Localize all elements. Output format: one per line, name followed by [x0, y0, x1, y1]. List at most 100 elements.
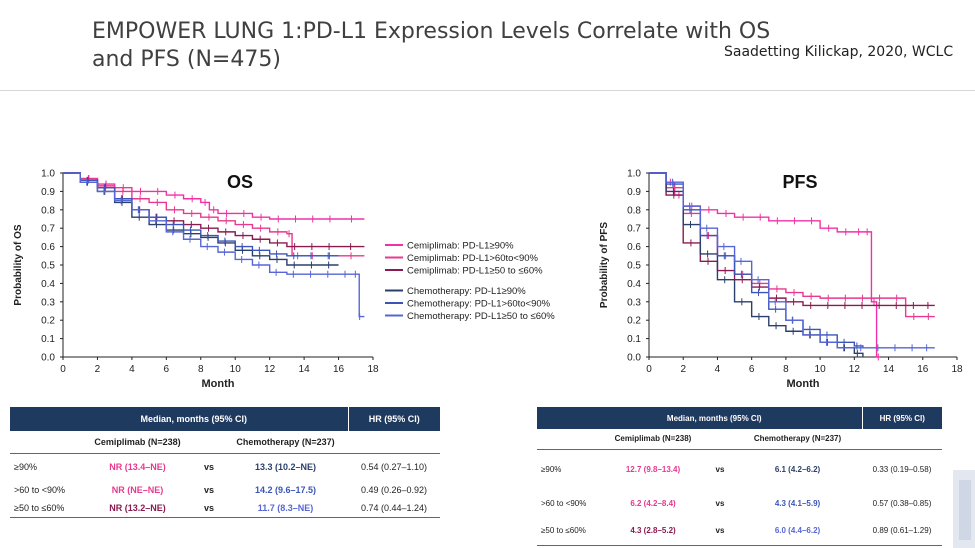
os-row-vs: vs [203, 462, 214, 473]
pfs-row-group: ≥90% [541, 464, 562, 474]
os-row-hr: 0.49 (0.26–0.92) [360, 485, 428, 495]
attribution: Saadetting Kilickap, 2020, WCLC [724, 44, 954, 60]
x-tick-label: 12 [264, 364, 276, 375]
y-axis-label: Probability of PFS [599, 222, 610, 308]
y-tick-label: 0.7 [627, 224, 641, 235]
y-tick-label: 0.2 [627, 316, 641, 327]
y-tick-label: 0.9 [41, 187, 55, 198]
x-tick-label: 12 [849, 364, 861, 375]
legend-label: Chemotherapy: PD-L1≥90% [407, 286, 526, 297]
os-row-chemo: 13.3 (10.2–NE) [254, 462, 317, 473]
x-tick-label: 18 [951, 364, 963, 375]
x-tick-label: 0 [646, 364, 652, 375]
table-row: ≥90% NR (13.4–NE) vs 13.3 (10.2–NE) 0.54… [10, 453, 440, 481]
y-tick-label: 0.0 [627, 353, 641, 364]
table-row: ≥50 to ≤60% 4.3 (2.8–5.2) vs 6.0 (4.4–6.… [537, 517, 942, 545]
y-tick-label: 0.3 [627, 297, 641, 308]
pfs-row-vs: vs [715, 526, 725, 536]
table-row: ≥50 to ≤60% NR (13.2–NE) vs 11.7 (8.3–NE… [10, 499, 440, 517]
pfs-row-chemo: 4.3 (4.1–5.9) [774, 498, 821, 508]
os-row-group: ≥90% [14, 462, 37, 473]
pfs-row-group: >60 to <90% [541, 498, 587, 508]
page-title: EMPOWER LUNG 1:PD-L1 Expression Levels C… [92, 19, 771, 72]
pfs-chart: 0 2 4 6 8 10 12 14 16 18 0.0 0.1 0.2 0.3 0.4 0.5 0.6 0.7 0… [599, 169, 963, 391]
os-median-header: Median, months (95% CI) [140, 414, 247, 424]
pfs-row-group: ≥50 to ≤60% [541, 526, 586, 536]
os-sub-chemo: Chemotherapy (N=237) [236, 436, 335, 447]
os-table: Median, months (95% CI) HR (95% CI) Cemi… [10, 407, 440, 518]
y-tick-label: 0.4 [627, 279, 641, 290]
series-line [649, 172, 935, 307]
x-axis-label: Month [787, 378, 820, 390]
x-tick-label: 6 [164, 364, 170, 375]
x-tick-label: 14 [299, 364, 311, 375]
pfs-row-chemo: 6.1 (4.2–6.2) [774, 464, 821, 474]
pfs-row-cemip: 6.2 (4.2–8.4) [630, 498, 676, 508]
y-tick-label: 0.4 [41, 279, 55, 290]
y-tick-label: 0.8 [41, 205, 55, 216]
os-subheader: Cemiplimab (N=238) Chemotherapy (N=237) [10, 431, 440, 453]
x-tick-label: 16 [333, 364, 345, 375]
y-axis-label: Probability of OS [13, 224, 24, 305]
table-row: >60 to <90% NR (NE–NE) vs 14.2 (9.6–17.5… [10, 481, 440, 499]
os-row-chemo: 14.2 (9.6–17.5) [254, 485, 317, 495]
legend-label: Cemiplimab: PD-L1≥50 to ≤60% [407, 266, 543, 277]
y-tick-label: 0.3 [41, 297, 55, 308]
chart-title: OS [227, 172, 253, 192]
x-tick-label: 2 [680, 364, 686, 375]
series-line [63, 172, 365, 318]
y-tick-label: 0.7 [41, 224, 55, 235]
x-axis-label: Month [202, 378, 235, 390]
x-tick-label: 6 [749, 364, 755, 375]
pfs-row-chemo: 6.0 (4.4–6.2) [774, 526, 821, 536]
series-line [649, 172, 935, 349]
y-tick-label: 0.5 [41, 261, 55, 272]
y-tick-label: 0.1 [41, 334, 55, 345]
os-row-cemip: NR (13.2–NE) [109, 502, 166, 513]
os-row-vs: vs [203, 485, 214, 495]
pfs-row-vs: vs [715, 498, 725, 508]
table-row: >60 to <90% 6.2 (4.2–8.4) vs 4.3 (4.1–5.… [537, 489, 942, 517]
os-hr-header: HR (95% CI) [347, 407, 440, 431]
y-tick-label: 1.0 [41, 169, 55, 180]
x-tick-label: 18 [367, 364, 379, 375]
x-tick-label: 2 [95, 364, 101, 375]
x-tick-label: 10 [230, 364, 242, 375]
pfs-subheader: Cemiplimab (N=238) Chemotherapy (N=237) [537, 429, 942, 449]
pfs-table: Median, months (95% CI) HR (95% CI) Cemi… [537, 407, 942, 546]
y-tick-label: 0.0 [41, 353, 55, 364]
y-tick-label: 0.1 [627, 334, 641, 345]
series-line [63, 172, 365, 220]
os-row-group: >60 to <90% [14, 485, 66, 495]
x-tick-label: 8 [198, 364, 204, 375]
pfs-row-cemip: 12.7 (9.8–13.4) [625, 464, 681, 474]
pfs-row-vs: vs [715, 464, 725, 474]
pfs-hr-header: HR (95% CI) [861, 407, 942, 429]
os-sub-cemip: Cemiplimab (N=238) [94, 436, 181, 447]
chart-title: PFS [782, 172, 817, 192]
pfs-sub-cemip: Cemiplimab (N=238) [614, 434, 692, 444]
legend-label: Chemotherapy: PD-L1>60to<90% [407, 299, 551, 310]
x-tick-label: 8 [783, 364, 789, 375]
pfs-row-cemip: 4.3 (2.8–5.2) [630, 526, 676, 536]
os-row-group: ≥50 to ≤60% [14, 502, 65, 513]
y-tick-label: 0.6 [41, 242, 55, 253]
legend-label: Chemotherapy: PD-L1≥50 to ≤60% [407, 311, 555, 322]
pfs-table-header: Median, months (95% CI) HR (95% CI) [537, 407, 942, 429]
pfs-sub-chemo: Chemotherapy (N=237) [753, 434, 842, 444]
os-chart: 0 2 4 6 8 10 12 14 16 18 0.0 0.1 0.2 0.3 0.4 0.5 0.6 0.7 0… [13, 169, 555, 391]
x-tick-label: 10 [815, 364, 827, 375]
pfs-median-header: Median, months (95% CI) [666, 413, 762, 423]
series-line [649, 172, 935, 318]
series-line [649, 172, 864, 357]
legend-label: Cemiplimab: PD-L1>60to<90% [407, 253, 539, 264]
os-row-hr: 0.54 (0.27–1.10) [360, 462, 428, 473]
os-row-chemo: 11.7 (8.3–NE) [257, 502, 314, 513]
pfs-row-hr: 0.57 (0.38–0.85) [872, 498, 932, 508]
os-row-hr: 0.74 (0.44–1.24) [360, 502, 428, 513]
pfs-row-hr: 0.89 (0.61–1.29) [872, 526, 932, 536]
y-tick-label: 0.2 [41, 316, 55, 327]
series-line [63, 172, 365, 257]
x-tick-label: 0 [60, 364, 66, 375]
